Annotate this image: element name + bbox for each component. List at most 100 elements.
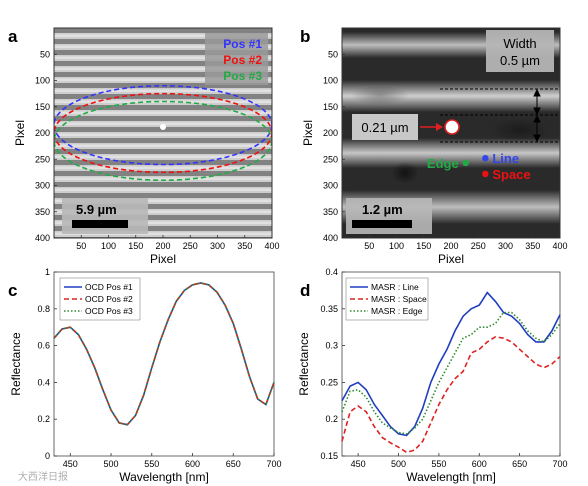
panel-b: b Width 0.5 µm 0.21 µm (300, 27, 568, 266)
panel-letter-a: a (8, 27, 18, 46)
x-axis-label-a: Pixel (150, 252, 176, 266)
x-tick-label-d: 600 (472, 459, 487, 469)
series-line-c-3 (53, 282, 275, 426)
panel-letter-b: b (300, 27, 310, 46)
x-tick-label-a: 50 (76, 241, 86, 251)
y-tick-label-d: 0.3 (325, 341, 338, 351)
point-space (482, 170, 489, 178)
x-tick-label-a: 250 (183, 241, 198, 251)
x-tick-label-d: 650 (512, 459, 527, 469)
x-tick-label-d: 700 (552, 459, 567, 469)
y-axis-label-b: Pixel (301, 120, 315, 146)
legend-label-c-2: OCD Pos #2 (85, 294, 133, 304)
series-line-d-1 (341, 291, 561, 437)
y-tick-label-b: 300 (323, 181, 338, 191)
y-axis-label-d: Reflectance (297, 332, 311, 396)
x-tick-label-c: 500 (104, 459, 119, 469)
y-axis-label-c: Reflectance (9, 332, 23, 396)
center-spot (160, 124, 166, 130)
x-tick-label-d: 500 (391, 459, 406, 469)
legend-label-c-1: OCD Pos #1 (85, 282, 133, 292)
point-label-line: Line (492, 151, 519, 166)
x-tick-label-c: 650 (226, 459, 241, 469)
x-tick-label-b: 150 (416, 241, 431, 251)
y-tick-label-c: 0.2 (37, 414, 50, 424)
x-tick-label-a: 200 (155, 241, 170, 251)
y-tick-label-b: 200 (323, 128, 338, 138)
y-tick-label-d: 0.15 (320, 451, 338, 461)
y-tick-label-c: 0 (45, 451, 50, 461)
legend-label-d-3: MASR : Edge (371, 306, 423, 316)
y-tick-label-b: 150 (323, 102, 338, 112)
ellipse-pos-1 (54, 84, 272, 166)
x-tick-label-a: 400 (264, 241, 279, 251)
y-axis-label-a: Pixel (13, 120, 27, 146)
x-tick-label-b: 300 (498, 241, 513, 251)
x-tick-label-b: 350 (525, 241, 540, 251)
width-label-line1: Width (503, 36, 536, 51)
y-tick-label-a: 50 (40, 49, 50, 59)
x-tick-label-b: 200 (443, 241, 458, 251)
panel-letter-d: d (300, 281, 310, 300)
y-tick-label-c: 0.8 (37, 304, 50, 314)
series-line-d-2 (341, 335, 561, 454)
legend-label-d-2: MASR : Space (371, 294, 427, 304)
panel-c: c 450 500 550 600 650 700 0 0.2 0.4 0.6 0.8 1 Wavele… (8, 267, 282, 484)
panel-letter-c: c (8, 281, 17, 300)
spot-circle (444, 119, 460, 135)
y-tick-label-c: 0.4 (37, 377, 50, 387)
y-tick-label-d: 0.25 (320, 377, 338, 387)
x-axis-label-d: Wavelength [nm] (406, 470, 496, 484)
y-tick-label-b: 50 (328, 49, 338, 59)
x-tick-label-c: 450 (63, 459, 78, 469)
point-edge (462, 159, 469, 167)
y-tick-label-b: 100 (323, 76, 338, 86)
y-tick-label-d: 0.2 (325, 414, 338, 424)
legend-entry-pos-2: Pos #2 (223, 53, 262, 67)
y-tick-label-d: 0.35 (320, 304, 338, 314)
panel-a: a Pos #1 Pos #2 Pos #3 5.9 µm 50 100 150 200 2… (8, 27, 280, 266)
width-box (486, 30, 554, 72)
x-tick-label-c: 550 (144, 459, 159, 469)
spot-arrowhead (436, 123, 443, 131)
spot-label-box (352, 114, 418, 140)
panel-d: d 450 500 550 600 650 700 0.15 0.2 0.25 0.3 0.35 0.… (297, 267, 568, 484)
x-tick-label-c: 600 (185, 459, 200, 469)
scalebar-label-b: 1.2 µm (362, 202, 403, 217)
y-tick-label-a: 400 (35, 233, 50, 243)
x-axis-label-c: Wavelength [nm] (119, 470, 209, 484)
y-tick-label-b: 400 (323, 233, 338, 243)
legend-entry-pos-3: Pos #3 (223, 69, 262, 83)
y-tick-label-d: 0.4 (325, 267, 338, 277)
y-tick-label-a: 300 (35, 181, 50, 191)
watermark: 大西洋日报 (18, 470, 68, 483)
legend-label-c-3: OCD Pos #3 (85, 306, 133, 316)
x-tick-label-a: 300 (210, 241, 225, 251)
y-tick-label-b: 350 (323, 207, 338, 217)
y-tick-label-c: 0.6 (37, 341, 50, 351)
legend-label-d-1: MASR : Line (371, 282, 419, 292)
scalebar-b (352, 220, 412, 228)
x-tick-label-a: 100 (101, 241, 116, 251)
x-axis-label-b: Pixel (438, 252, 464, 266)
x-tick-label-b: 50 (364, 241, 374, 251)
y-tick-label-a: 150 (35, 102, 50, 112)
width-markers (440, 88, 560, 143)
y-tick-label-a: 350 (35, 207, 50, 217)
x-tick-label-b: 100 (389, 241, 404, 251)
y-tick-label-a: 100 (35, 76, 50, 86)
x-tick-label-d: 450 (351, 459, 366, 469)
scalebar-a (72, 220, 128, 228)
y-tick-label-c: 1 (45, 267, 50, 277)
x-tick-label-d: 550 (431, 459, 446, 469)
legend-box-a (205, 33, 268, 85)
x-tick-label-a: 150 (128, 241, 143, 251)
legend-entry-pos-1: Pos #1 (223, 37, 262, 51)
point-label-space: Space (492, 167, 530, 182)
y-tick-label-a: 200 (35, 128, 50, 138)
y-tick-label-a: 250 (35, 154, 50, 164)
ellipse-pos-3 (54, 100, 272, 182)
spot-label: 0.21 µm (361, 120, 408, 135)
x-tick-label-b: 400 (552, 241, 567, 251)
